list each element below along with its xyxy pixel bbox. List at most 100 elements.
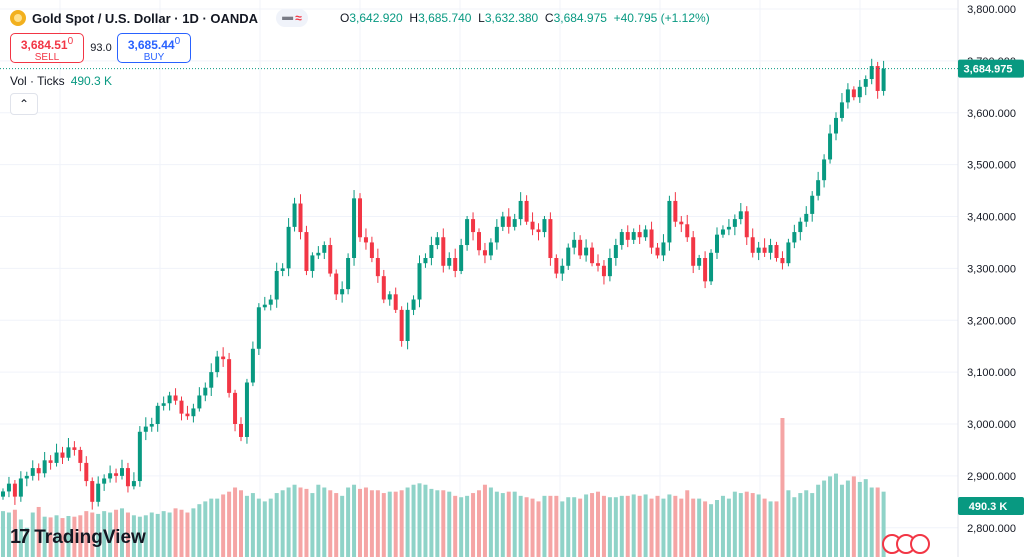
volume-bar (375, 490, 380, 557)
candle-body (233, 392, 238, 424)
candle-body (560, 265, 565, 274)
volume-bar (548, 495, 553, 557)
candle-body (375, 258, 380, 277)
candle-body (857, 86, 862, 98)
volume-bar (613, 497, 618, 557)
candle-body (524, 200, 529, 222)
buy-button[interactable]: 3,685.440 BUY (117, 33, 191, 63)
volume-bar (453, 495, 458, 557)
candle-body (12, 483, 17, 497)
candle-body (786, 242, 791, 264)
candle-body (197, 395, 202, 409)
volume-bar (512, 491, 517, 557)
candle-body (78, 449, 83, 463)
volume-bar (346, 487, 351, 557)
candle-body (792, 232, 797, 243)
candle-body (548, 219, 553, 258)
volume-bar (250, 493, 255, 557)
candle-body (322, 245, 327, 253)
candle-body (566, 247, 571, 266)
high-label: H (409, 11, 419, 25)
candle-body (822, 159, 827, 181)
ohlc-readout: O3,642.920 H3,685.740 L3,632.380 C3,684.… (340, 11, 710, 25)
volume-legend[interactable]: Vol · Ticks 490.3 K (10, 74, 112, 88)
volume-bar (816, 484, 821, 557)
volume-bar (316, 484, 321, 557)
volume-bar (667, 494, 672, 557)
volume-bar (155, 513, 160, 557)
volume-bar (120, 508, 124, 557)
volume-bar (42, 516, 47, 557)
volume-bar (477, 490, 481, 557)
volume-bar (30, 512, 35, 557)
candle-body (554, 258, 559, 274)
candle-body (24, 475, 29, 479)
candle-body (405, 309, 410, 341)
volume-bar (90, 512, 95, 557)
candle-body (256, 307, 261, 349)
volume-bar (697, 498, 702, 557)
volume-bar (60, 518, 65, 557)
gold-symbol-icon (10, 10, 26, 26)
y-tick-label: 3,600.000 (967, 108, 1016, 120)
volume-bar (465, 495, 470, 557)
candle-body (310, 255, 315, 271)
candle-body (125, 468, 130, 487)
sell-button[interactable]: 3,684.510 SELL (10, 33, 84, 63)
candle-body (649, 229, 654, 248)
volume-bar (108, 512, 113, 557)
candle-body (685, 224, 690, 238)
candle-body (601, 265, 606, 277)
volume-bar (381, 493, 386, 557)
candle-body (399, 309, 404, 341)
volume-bar (363, 487, 368, 557)
candle-body (423, 258, 428, 264)
candle-body (863, 79, 868, 87)
volume-bar (482, 484, 487, 557)
candle-body (54, 452, 59, 463)
candle-body (143, 426, 148, 432)
volume-bar (542, 495, 547, 557)
volume-bar (661, 498, 666, 557)
candle-body (191, 408, 196, 417)
volume-bar (358, 488, 362, 557)
candle-body (673, 200, 678, 222)
candle-body (60, 452, 65, 458)
volume-bar (524, 497, 529, 557)
candle-body (839, 102, 844, 118)
candle-body (768, 245, 773, 253)
tradingview-logo[interactable]: 17 TradingView (10, 526, 146, 549)
volume-bar (239, 490, 243, 557)
volume-bar (572, 497, 577, 557)
volume-bar (518, 495, 523, 557)
market-status-icon[interactable]: ▬ (282, 11, 294, 23)
candle-body (1, 491, 5, 497)
volume-bar (834, 473, 838, 557)
candle-body (137, 431, 142, 482)
event-flag-icon[interactable] (910, 534, 930, 554)
candle-body (435, 237, 440, 246)
candle-body (607, 258, 612, 277)
volume-bar (625, 495, 630, 557)
volume-bar (554, 495, 559, 557)
volume-bar (828, 476, 833, 557)
volume-bar (649, 498, 654, 557)
volume-bar (494, 491, 499, 557)
collapse-legend-button[interactable]: ⌃ (10, 93, 38, 115)
event-badges[interactable] (882, 534, 930, 554)
volume-bar (256, 498, 261, 557)
volume-bar (78, 515, 83, 557)
volume-bar (530, 498, 535, 557)
chart-mode-chips[interactable]: ▬ ≈ (276, 9, 308, 27)
candle-body (494, 226, 499, 243)
volume-bar (280, 490, 285, 557)
candle-body (274, 270, 279, 300)
sell-price: 3,684.510 (20, 36, 74, 52)
symbol-title[interactable]: Gold Spot / U.S. Dollar · 1D · OANDA (32, 10, 259, 26)
candle-body (798, 221, 803, 233)
volume-bar (6, 512, 11, 557)
candle-body (185, 413, 190, 417)
candle-body (316, 252, 321, 256)
data-mode-icon[interactable]: ≈ (295, 11, 302, 25)
